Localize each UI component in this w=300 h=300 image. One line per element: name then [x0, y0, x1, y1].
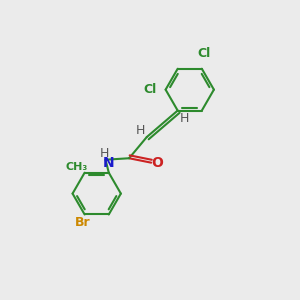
Text: O: O	[152, 156, 164, 170]
Text: Br: Br	[75, 216, 91, 229]
Text: Cl: Cl	[143, 83, 157, 96]
Text: H: H	[136, 124, 145, 137]
Text: H: H	[179, 112, 189, 125]
Text: Cl: Cl	[198, 47, 211, 61]
Text: CH₃: CH₃	[65, 162, 88, 172]
Text: H: H	[99, 147, 109, 160]
Text: N: N	[103, 156, 114, 170]
